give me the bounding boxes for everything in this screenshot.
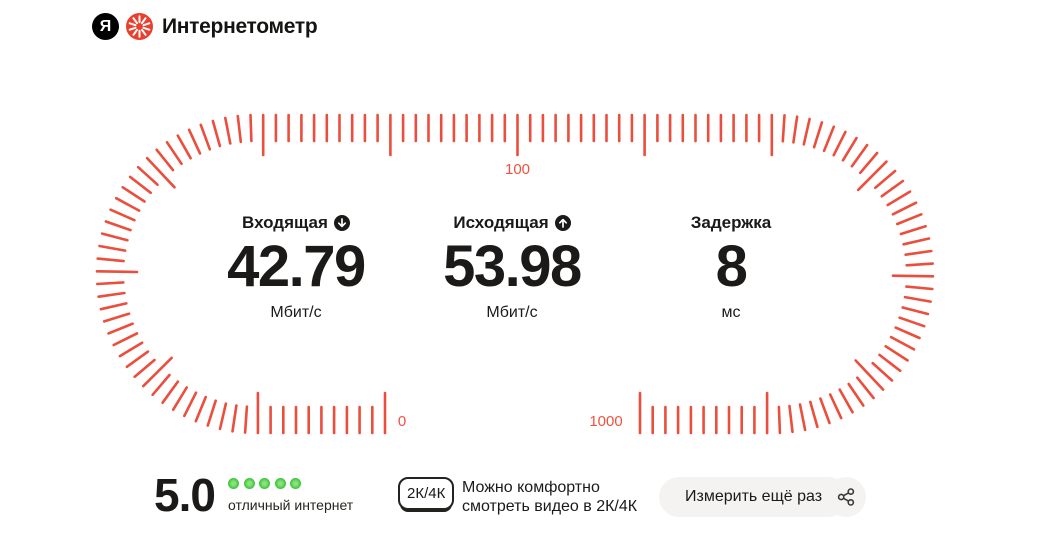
yandex-internetometer-logo[interactable]: Я Интернетометр	[92, 13, 318, 40]
gauge-logo-icon	[126, 13, 153, 40]
rating-dot	[243, 478, 255, 489]
quality-text: Можно комфортно смотреть видео в 2К/4К	[462, 478, 637, 516]
measure-again-button[interactable]: Измерить ещё раз	[659, 477, 849, 517]
metric-download-label-row: Входящая	[176, 213, 416, 233]
metric-ping: Задержка 8 мс	[611, 213, 851, 322]
svg-text:0: 0	[398, 413, 406, 430]
quality-text-line2: смотреть видео в 2К/4К	[462, 498, 638, 515]
rating-dot	[290, 478, 301, 489]
rating-dots	[228, 478, 301, 489]
upload-arrow-icon	[554, 215, 571, 231]
svg-text:1000: 1000	[589, 413, 622, 430]
rating-caption: отличный интернет	[228, 497, 354, 513]
metric-upload-label: Исходящая	[453, 213, 549, 232]
ping-unit: мс	[721, 304, 741, 321]
download-arrow-icon	[333, 215, 350, 231]
metric-ping-label: Задержка	[690, 213, 772, 232]
download-speed-value: 42.79	[227, 234, 366, 299]
ping-value: 8	[715, 234, 748, 299]
yandex-ya-icon: Я	[92, 13, 119, 40]
download-speed-unit: Мбит/с	[270, 304, 322, 321]
rating-dot	[228, 478, 239, 489]
rating-dot	[274, 478, 286, 489]
metric-download: Входящая 42.79 Мбит/с	[176, 213, 416, 322]
upload-speed-unit: Мбит/с	[486, 304, 538, 321]
metric-upload: Исходящая 53.98 Мбит/с	[392, 213, 632, 322]
quality-text-line1: Можно комфортно	[462, 479, 600, 496]
metric-upload-label-row: Исходящая	[392, 213, 632, 233]
share-icon	[837, 488, 855, 506]
rating-score: 5.0	[154, 469, 216, 521]
metric-ping-label-row: Задержка	[611, 213, 851, 233]
quality-badge: 2К/4К	[398, 477, 455, 510]
upload-speed-value: 53.98	[443, 234, 582, 299]
share-button[interactable]	[826, 477, 866, 517]
metric-download-label: Входящая	[242, 213, 328, 232]
rating-dot	[259, 478, 270, 489]
svg-text:100: 100	[505, 161, 530, 178]
app-title: Интернетометр	[162, 14, 318, 38]
